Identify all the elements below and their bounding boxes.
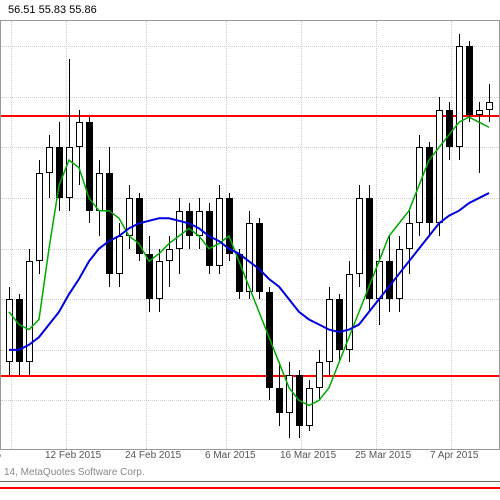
ma-overlay (1, 21, 500, 451)
x-axis-label: 6 Mar 2015 (205, 450, 256, 461)
chart-area[interactable] (0, 20, 500, 450)
bottom-border (0, 481, 500, 482)
ohlc-readout: 56.51 55.83 55.86 (8, 4, 97, 16)
x-axis-label: 16 Mar 2015 (280, 450, 336, 461)
bottom-red-line (0, 487, 500, 489)
x-axis-label: 7 Apr 2015 (430, 450, 478, 461)
x-axis-label: 24 Feb 2015 (125, 450, 181, 461)
ma_slow-line (9, 193, 489, 350)
x-axis-label: 25 Mar 2015 (355, 450, 411, 461)
chart-container: 56.51 55.83 55.86 15 12 Feb 2015 24 Feb 20… (0, 0, 500, 500)
x-axis-label: 15 (0, 450, 1, 461)
x-axis-label: 12 Feb 2015 (45, 450, 101, 461)
copyright-text: 14, MetaQuotes Software Corp. (4, 467, 145, 478)
x-axis: 15 12 Feb 2015 24 Feb 2015 6 Mar 2015 16 Mar… (0, 450, 500, 465)
